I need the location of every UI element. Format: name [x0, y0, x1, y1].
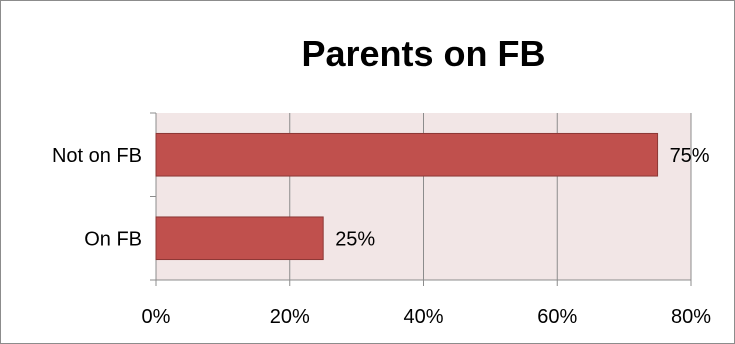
x-tick-label: 60% [537, 306, 577, 328]
category-label: Not on FB [52, 145, 142, 167]
x-tick-label: 40% [403, 306, 443, 328]
data-label: 75% [670, 145, 710, 167]
x-tick-label: 0% [142, 306, 171, 328]
category-label: On FB [84, 228, 142, 250]
x-tick-label: 80% [671, 306, 711, 328]
bar-on-fb [155, 216, 324, 261]
chart-title: Parents on FB [301, 33, 546, 74]
bar-not-on-fb [155, 132, 659, 177]
x-tick-label: 20% [270, 306, 310, 328]
data-label: 25% [335, 228, 375, 250]
